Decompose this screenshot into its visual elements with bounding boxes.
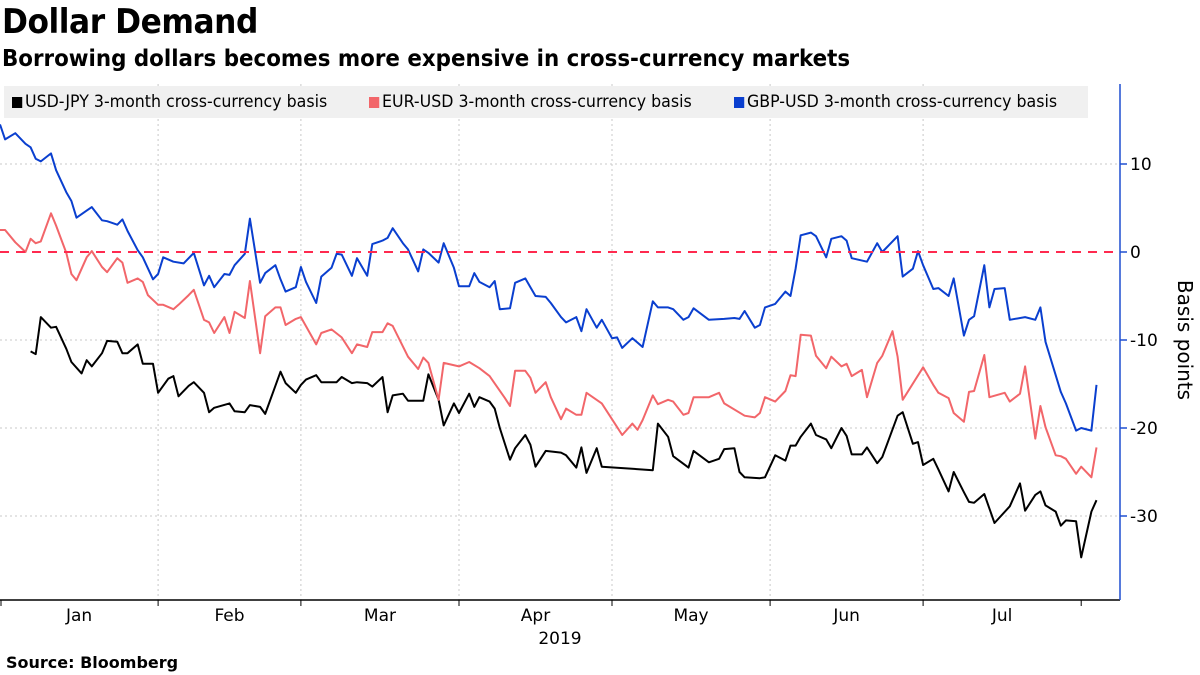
y-axis-label: Basis points: [1173, 280, 1197, 400]
x-tick-label: Feb: [214, 606, 244, 626]
legend-label-usd-jpy: USD-JPY 3-month cross-currency basis: [25, 92, 328, 112]
series-line-gbp-usd: [0, 124, 1098, 432]
legend-swatch-usd-jpy: [12, 96, 23, 108]
y-tick-label: 0: [1130, 243, 1141, 263]
legend-item-gbp-usd: GBP-USD 3-month cross-currency basis: [733, 92, 1058, 112]
x-tick-label: Mar: [364, 606, 396, 626]
y-tick-label: -30: [1130, 507, 1158, 527]
y-tick-label: -20: [1130, 419, 1158, 439]
legend-swatch-eur-usd: [368, 96, 380, 108]
y-tick-label: -10: [1130, 331, 1158, 351]
source-note: Source: Bloomberg: [6, 653, 179, 672]
legend-swatch-gbp-usd: [733, 96, 745, 108]
x-axis-year-label: 2019: [538, 629, 581, 649]
x-tick-label: Jun: [832, 606, 860, 626]
x-tick-label: Jan: [65, 606, 92, 626]
x-tick-label: Apr: [521, 606, 550, 626]
legend-item-eur-usd: EUR-USD 3-month cross-currency basis: [368, 92, 692, 112]
chart-subtitle: Borrowing dollars becomes more expensive…: [2, 46, 851, 72]
x-tick-label: May: [673, 606, 708, 626]
y-tick-label: 10: [1130, 155, 1152, 175]
series-line-usd-jpy: [30, 316, 1098, 559]
legend-label-eur-usd: EUR-USD 3-month cross-currency basis: [381, 92, 692, 112]
legend: USD-JPY 3-month cross-currency basis EUR…: [4, 86, 1088, 118]
series-line-eur-usd: [0, 212, 1098, 479]
legend-item-usd-jpy: USD-JPY 3-month cross-currency basis: [12, 92, 327, 112]
legend-label-gbp-usd: GBP-USD 3-month cross-currency basis: [747, 92, 1058, 112]
x-tick-label: Jul: [991, 606, 1013, 626]
chart-title: Dollar Demand: [2, 2, 258, 42]
